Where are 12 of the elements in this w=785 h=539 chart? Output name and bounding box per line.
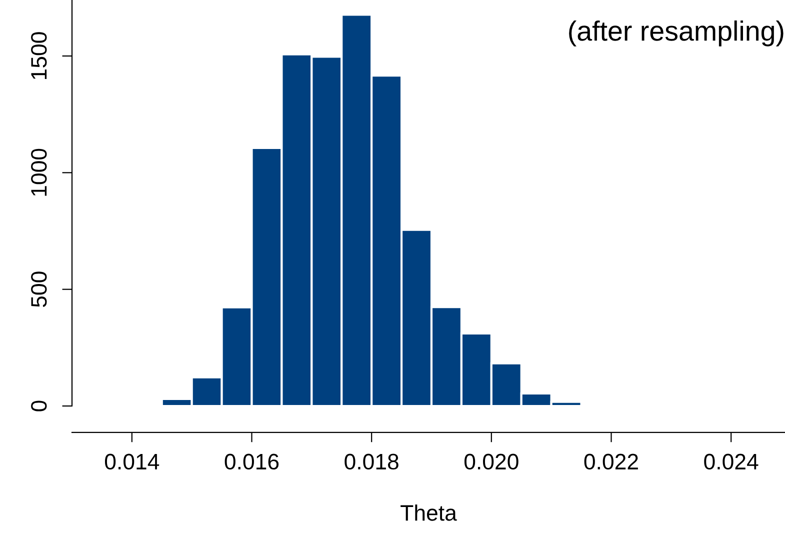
y-tick-label: 1500 bbox=[31, 32, 47, 80]
x-tick-label: 0.020 bbox=[464, 454, 518, 470]
x-tick-label: 0.016 bbox=[224, 454, 279, 470]
x-axis-title: Theta bbox=[400, 504, 457, 521]
x-tick-label: 0.022 bbox=[584, 454, 638, 470]
y-tick-label: 500 bbox=[31, 272, 47, 307]
y-tick-label: 1000 bbox=[31, 148, 47, 196]
x-tick-label: 0.014 bbox=[104, 454, 160, 470]
x-tick-label: 0.018 bbox=[344, 454, 398, 470]
text: (after resampling) bbox=[569, 20, 784, 46]
y-tick-label: 0 bbox=[31, 400, 47, 412]
x-tick-label: 0.024 bbox=[704, 454, 758, 470]
